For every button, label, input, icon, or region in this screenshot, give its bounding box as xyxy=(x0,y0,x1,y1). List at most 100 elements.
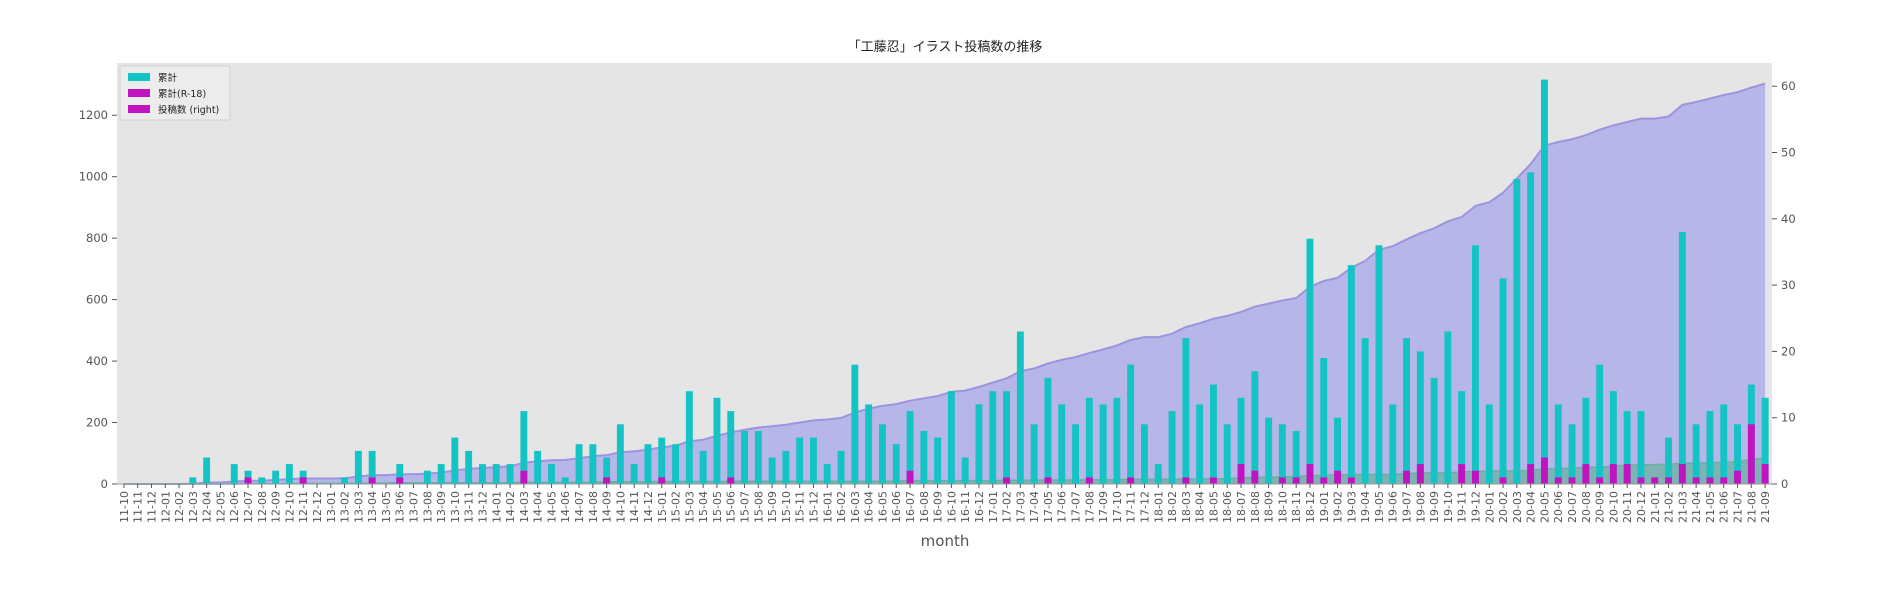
bar-posts xyxy=(1665,437,1672,484)
bar-posts xyxy=(1072,424,1079,484)
bar-posts-r18 xyxy=(299,477,307,484)
x-tick-label: 14-07 xyxy=(573,491,586,523)
bar-posts-r18 xyxy=(1609,464,1617,484)
bar-posts-r18 xyxy=(1747,424,1755,484)
bar-posts xyxy=(1734,424,1741,484)
bar-posts-r18 xyxy=(1582,464,1590,484)
x-tick-label: 20-08 xyxy=(1580,491,1593,523)
bar-posts xyxy=(1596,364,1604,484)
bar-posts xyxy=(672,444,679,484)
bar-posts-r18 xyxy=(1678,464,1686,484)
bar-posts xyxy=(368,450,376,484)
bar-posts xyxy=(548,464,555,484)
x-tick-label: 20-09 xyxy=(1594,491,1607,523)
bar-posts xyxy=(1361,338,1369,484)
x-tick-label: 16-07 xyxy=(904,491,917,523)
x-tick-label: 16-12 xyxy=(973,491,986,523)
legend-label: 累計(R-18) xyxy=(158,88,206,100)
x-tick-label: 20-02 xyxy=(1497,491,1510,523)
x-tick-label: 16-08 xyxy=(918,491,931,523)
bar-posts xyxy=(272,470,280,484)
bar-posts-r18 xyxy=(1541,457,1548,484)
bar-posts xyxy=(1154,464,1162,484)
bar-posts-r18 xyxy=(1320,477,1328,484)
bar-posts xyxy=(1306,238,1314,484)
bar-posts-r18 xyxy=(1182,477,1190,484)
bar-posts xyxy=(865,404,873,484)
bar-posts xyxy=(1182,338,1190,484)
bar-posts xyxy=(1223,424,1231,484)
bar-posts xyxy=(1278,424,1286,484)
x-tick-label: 20-12 xyxy=(1635,491,1648,523)
x-tick-label: 20-11 xyxy=(1621,491,1634,523)
x-tick-label: 12-04 xyxy=(201,491,214,523)
x-tick-label: 21-02 xyxy=(1663,491,1676,523)
x-tick-label: 17-07 xyxy=(1070,491,1083,523)
chart-title: 「工藤忍」イラスト投稿数の推移 xyxy=(848,39,1043,55)
bar-posts xyxy=(1251,371,1259,484)
x-tick-label: 20-10 xyxy=(1607,491,1620,523)
x-tick-label: 19-02 xyxy=(1332,491,1345,523)
bar-posts xyxy=(1499,278,1507,484)
x-tick-label: 13-06 xyxy=(394,491,407,523)
bar-posts xyxy=(1568,424,1576,484)
bar-posts xyxy=(1016,331,1024,484)
x-tick-label: 18-08 xyxy=(1249,491,1262,523)
bar-posts-r18 xyxy=(1085,477,1093,484)
x-tick-label: 21-04 xyxy=(1690,491,1703,523)
x-tick-label: 21-08 xyxy=(1745,491,1758,523)
x-tick-label: 19-06 xyxy=(1387,491,1400,523)
bar-posts xyxy=(1541,79,1548,484)
x-tick-label: 21-07 xyxy=(1732,491,1745,523)
bar-posts xyxy=(1623,411,1631,484)
bar-posts xyxy=(1416,351,1424,484)
bar-posts xyxy=(244,470,252,484)
bar-posts xyxy=(1210,384,1217,484)
bar-posts-r18 xyxy=(1596,477,1604,484)
bar-posts-r18 xyxy=(244,477,252,484)
bar-posts-r18 xyxy=(1334,470,1341,484)
bar-posts-r18 xyxy=(520,470,528,484)
bar-posts xyxy=(203,457,211,484)
x-tick-label: 17-12 xyxy=(1139,491,1152,523)
bar-posts xyxy=(851,364,859,484)
bar-posts xyxy=(906,411,914,484)
x-tick-label: 21-09 xyxy=(1759,491,1772,523)
bar-posts xyxy=(1030,424,1038,484)
bar-posts-r18 xyxy=(1210,477,1217,484)
bar-posts xyxy=(465,450,473,484)
x-tick-label: 15-08 xyxy=(752,491,765,523)
x-tick-label: 13-05 xyxy=(380,491,393,523)
bar-posts xyxy=(230,464,238,484)
bar-posts-r18 xyxy=(1554,477,1562,484)
x-tick-label: 14-04 xyxy=(532,491,545,523)
x-tick-label: 19-04 xyxy=(1359,491,1372,523)
bar-posts-r18 xyxy=(1003,477,1010,484)
x-tick-label: 21-05 xyxy=(1704,491,1717,523)
bar-posts-r18 xyxy=(1292,477,1300,484)
bar-posts-r18 xyxy=(1278,477,1286,484)
bar-posts xyxy=(768,457,776,484)
x-tick-label: 15-02 xyxy=(670,491,683,523)
bar-posts-r18 xyxy=(368,477,376,484)
y2-tick-label: 50 xyxy=(1781,146,1796,160)
x-tick-label: 16-01 xyxy=(821,491,834,523)
bar-posts xyxy=(823,464,831,484)
x-tick-label: 12-02 xyxy=(173,491,186,523)
x-tick-label: 14-08 xyxy=(587,491,600,523)
y2-tick-label: 10 xyxy=(1781,411,1796,425)
bar-posts xyxy=(1292,431,1300,484)
x-tick-label: 21-03 xyxy=(1676,491,1689,523)
bar-posts xyxy=(1458,391,1466,484)
bar-posts xyxy=(1472,245,1479,484)
legend-label: 投稿数 (right) xyxy=(158,104,219,116)
bar-posts xyxy=(934,437,942,484)
bar-posts xyxy=(479,464,486,484)
x-tick-label: 16-10 xyxy=(945,491,958,523)
bar-posts xyxy=(354,450,362,484)
y-tick-label: 1200 xyxy=(79,108,108,122)
bar-posts xyxy=(1347,265,1355,484)
area-cumulative-total xyxy=(123,83,1766,484)
x-tick-label: 19-08 xyxy=(1414,491,1427,523)
x-tick-label: 16-04 xyxy=(863,491,876,523)
